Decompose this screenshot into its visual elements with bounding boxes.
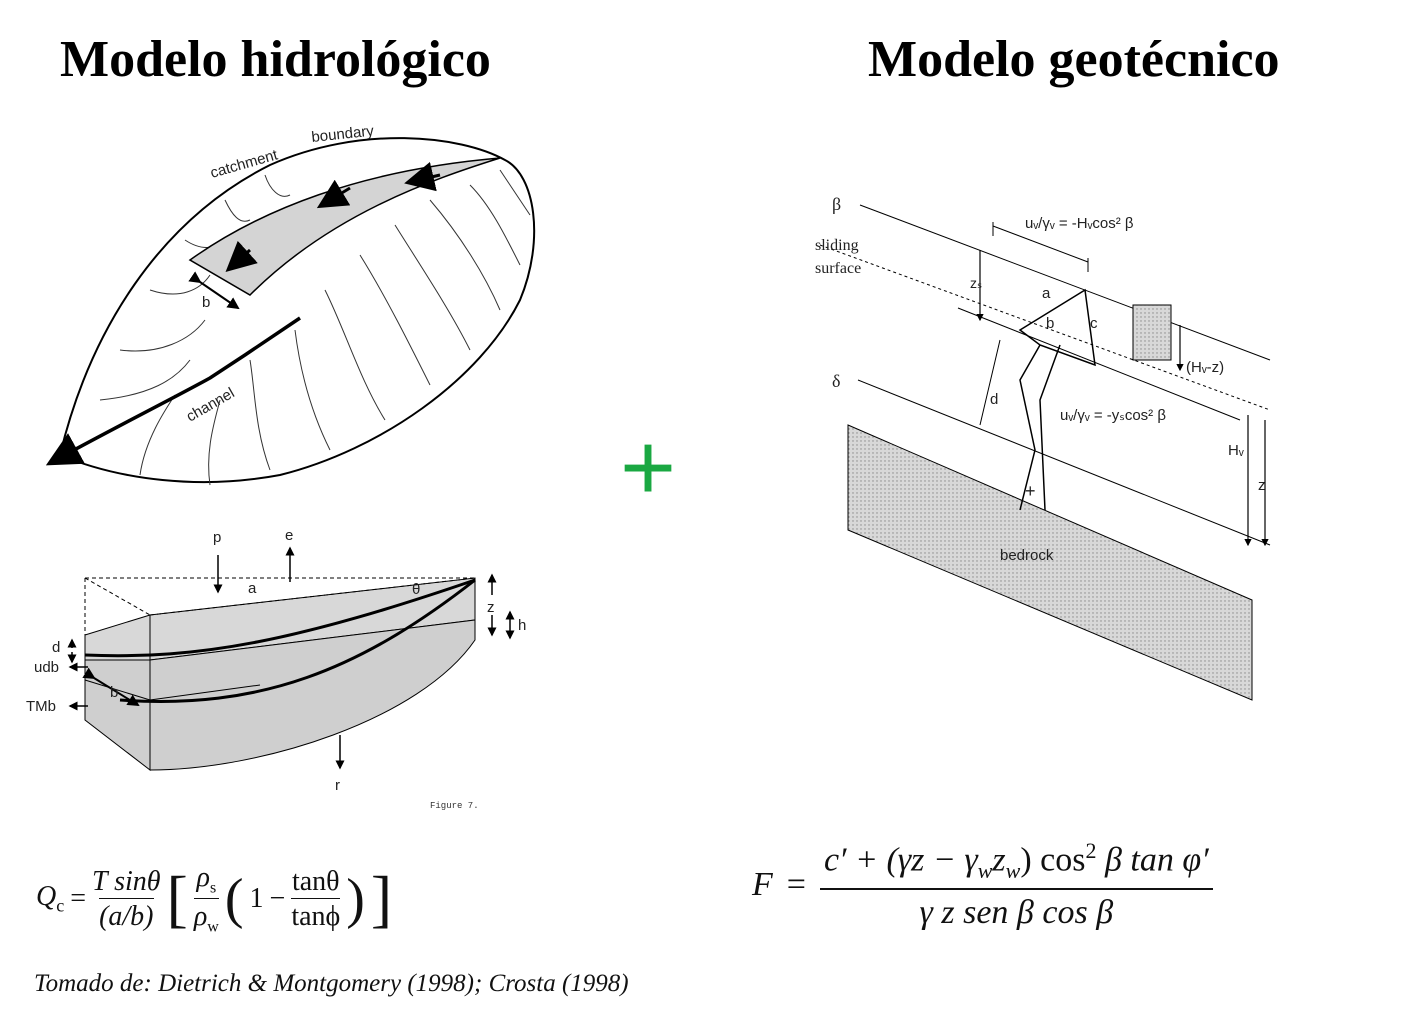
title-geotechnical-model: Modelo geotécnico	[868, 31, 1280, 88]
label-bedrock: bedrock	[1000, 547, 1054, 564]
label-theta: θ	[412, 581, 420, 598]
label-d-block: d	[52, 639, 60, 656]
label-uw-top: uᵥ/γᵥ = -Hᵥcos² β	[1025, 215, 1134, 232]
label-figure: Figure 7.	[430, 801, 479, 811]
eq-hydro-lhs: Qc	[36, 881, 65, 916]
geotechnical-slope-diagram: β sliding surface zₛ uᵥ/γᵥ = -Hᵥcos² β a…	[815, 194, 1271, 701]
label-uw-bottom: uᵥ/γᵥ = -yₛcos² β	[1060, 407, 1166, 424]
channel-line	[45, 316, 301, 466]
label-a: a	[248, 580, 257, 597]
label-zs: zₛ	[970, 275, 982, 291]
equation-hydrological: Qc = T sinθ (a/b) [ ρs ρw ( 1 − tanθ tan…	[36, 862, 393, 936]
equation-geotechnical: F = c′ + (γz − γwzw) cos2 β tan φ′ γ z s…	[752, 838, 1213, 932]
label-r: r	[335, 777, 340, 794]
label-sliding: sliding	[815, 237, 859, 254]
label-c-geo: c	[1090, 315, 1098, 332]
label-e: e	[285, 527, 293, 544]
label-a-geo: a	[1042, 285, 1051, 302]
flow-strip	[188, 157, 501, 296]
title-hydrological-model: Modelo hidrológico	[60, 31, 491, 88]
label-h: h	[518, 617, 526, 634]
label-hw-minus-z: (Hᵥ-z)	[1186, 359, 1224, 376]
label-b-block: b	[110, 684, 118, 701]
label-channel: channel	[184, 384, 238, 425]
label-udb: udb	[34, 659, 59, 676]
eq-geotech-fraction: c′ + (γz − γwzw) cos2 β tan φ′ γ z sen β…	[819, 838, 1213, 932]
label-boundary: boundary	[311, 122, 375, 145]
label-b-catchment: b	[202, 294, 210, 311]
label-hw: Hᵥ	[1228, 442, 1244, 459]
label-z-geo: z	[1258, 477, 1266, 494]
citation: Tomado de: Dietrich & Montgomery (1998);…	[34, 970, 629, 997]
label-surface: surface	[815, 260, 861, 277]
catchment-boundary-outline	[58, 137, 536, 484]
label-b-geo: b	[1046, 315, 1054, 332]
plus-sign: +	[620, 414, 677, 521]
eq-hydro-frac2: ρs ρw	[193, 862, 219, 936]
label-catchment: catchment	[208, 146, 280, 182]
soil-block-diagram: p e a θ z h d udb b TMb r Figure 7.	[26, 527, 526, 811]
label-plus-geo: +	[1025, 481, 1036, 501]
label-tmb: TMb	[26, 698, 56, 715]
label-d-geo: d	[990, 391, 998, 408]
label-delta: δ	[832, 371, 840, 391]
eq-hydro-frac3: tanθ tanϕ	[291, 865, 341, 932]
label-p: p	[213, 529, 221, 546]
label-beta: β	[832, 194, 841, 214]
eq-hydro-frac1: T sinθ (a/b)	[92, 865, 161, 932]
label-z-block: z	[487, 599, 495, 616]
